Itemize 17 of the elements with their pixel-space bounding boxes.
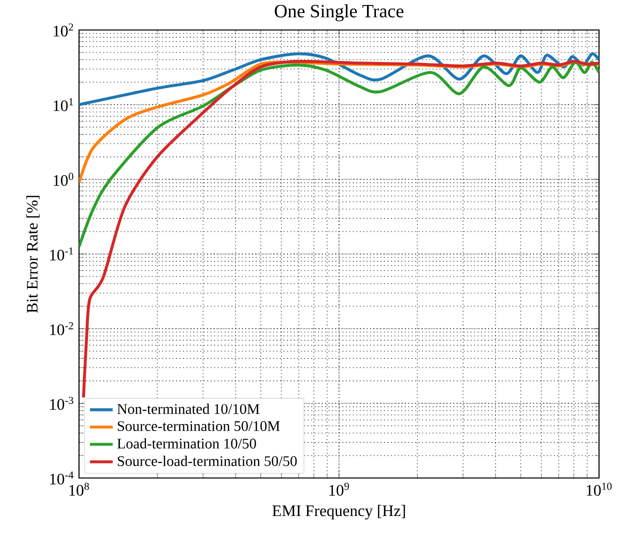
x-axis-title: EMI Frequency [Hz]: [272, 504, 405, 520]
legend-label: Load-termination 10/50: [117, 438, 256, 449]
y-tick-label: 10$^{-2}$: [50, 322, 74, 336]
y-axis-title: Bit Error Rate [%]: [26, 196, 40, 313]
x-tick-label: 10$^{10}$: [586, 482, 612, 496]
x-tick-label: 10$^{8}$: [69, 482, 89, 496]
chart-title: One Single Trace: [274, 4, 404, 22]
y-tick-label: 10$^{2}$: [54, 23, 74, 37]
y-tick-label: 10$^{-4}$: [50, 472, 74, 484]
x-tick-label: 10$^{9}$: [329, 482, 349, 496]
y-tick-label: 10$^{-1}$: [50, 247, 74, 260]
y-tick-label: 10$^{0}$: [54, 172, 74, 186]
y-tick-label: 10$^{-3}$: [50, 396, 74, 410]
legend-label: Non-terminated 10/10M: [117, 404, 260, 414]
legend-label: Source-termination 50/10M: [118, 421, 280, 432]
legend-label: Source-load-termination 50/50: [118, 456, 297, 466]
y-tick-label: 10$^{1}$: [54, 98, 74, 112]
